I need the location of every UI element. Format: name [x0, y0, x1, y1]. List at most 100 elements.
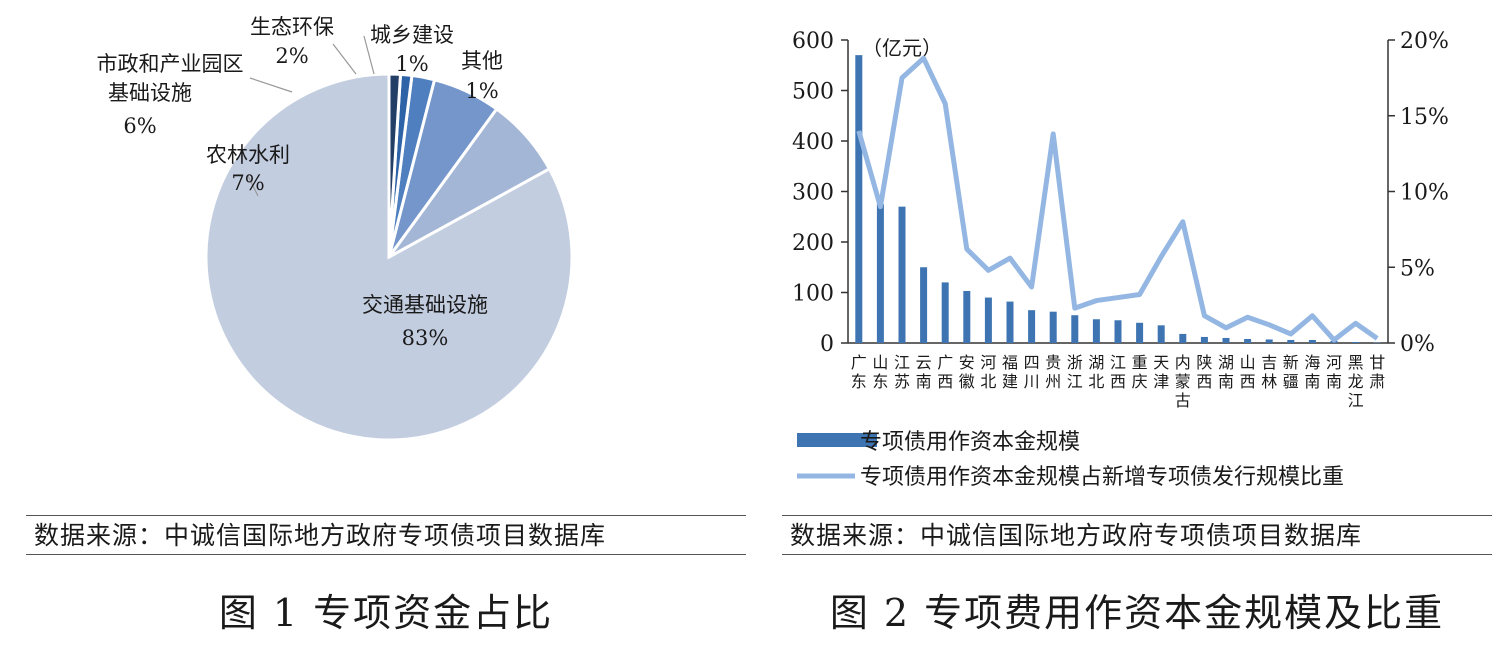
pie-pct-label: 1% — [395, 52, 428, 76]
bar — [941, 282, 949, 343]
bar — [1136, 322, 1144, 343]
category-label: 疆 — [1283, 372, 1299, 391]
category-label: 河 — [1326, 353, 1342, 372]
bar — [1308, 339, 1316, 343]
category-label: 云 — [916, 353, 932, 372]
pie-label: 基础设施 — [108, 81, 192, 105]
category-label: 北 — [1088, 372, 1104, 391]
category-label: 广 — [937, 353, 953, 372]
category-label: 肃 — [1369, 372, 1385, 391]
pie-pct-label: 7% — [231, 171, 264, 195]
bar — [1179, 333, 1187, 343]
category-label: 贵 — [1045, 353, 1061, 372]
bar — [1049, 311, 1057, 343]
category-label: 甘 — [1369, 353, 1385, 372]
pie-label: 市政和产业园区 — [97, 52, 244, 76]
category-label: 江 — [1348, 391, 1364, 410]
figure2-panel: 0 100 200 300 400 500 600 0% 5% 10% 15% 20% （亿元）广东山东… — [760, 0, 1500, 647]
category-label: 东 — [872, 372, 888, 391]
leader-line — [363, 35, 375, 75]
category-label: 苏 — [894, 372, 910, 391]
bar — [1352, 341, 1360, 343]
bar — [1114, 320, 1122, 343]
bar — [984, 297, 992, 343]
bar — [1200, 336, 1208, 343]
pie-pct-label: 1% — [465, 79, 498, 103]
right-tick-label: 20% — [1400, 29, 1449, 54]
category-label: 安 — [959, 353, 975, 372]
bar — [963, 290, 971, 343]
leader-line — [332, 43, 357, 75]
pie-pct-label: 83% — [402, 326, 449, 350]
pie-label: 生态环保 — [250, 15, 334, 39]
category-label: 建 — [1002, 372, 1018, 391]
category-label: 南 — [1304, 372, 1320, 391]
left-tick-label: 0 — [820, 332, 834, 357]
bar — [1287, 339, 1295, 343]
figure2-source: 数据来源：中诚信国际地方政府专项债项目数据库 — [782, 515, 1492, 555]
leader-line — [249, 77, 293, 93]
left-tick-label: 600 — [792, 29, 834, 54]
category-label: 吉 — [1261, 353, 1277, 372]
category-label: 广 — [851, 353, 867, 372]
ratio-line — [856, 55, 1379, 343]
category-label: 津 — [1153, 372, 1169, 391]
bar — [1006, 301, 1014, 343]
pie-label: 农林水利 — [206, 143, 290, 167]
category-label: 江 — [1067, 372, 1083, 391]
leader-line — [247, 175, 259, 197]
figure1-source: 数据来源：中诚信国际地方政府专项债项目数据库 — [26, 515, 746, 555]
pie-pct-label: 6% — [123, 114, 156, 138]
bar — [1244, 338, 1252, 343]
category-label: 徽 — [959, 372, 975, 391]
left-tick-label: 300 — [792, 181, 834, 206]
pie-label: 交通基础设施 — [362, 293, 488, 317]
pie-pct-label: 2% — [275, 44, 308, 68]
category-label: 天 — [1153, 353, 1169, 372]
unit-label: （亿元） — [862, 36, 942, 60]
category-label: 龙 — [1348, 372, 1364, 391]
bar — [1028, 310, 1036, 343]
pie-label: 城乡建设 — [370, 23, 454, 47]
category-label: 江 — [894, 353, 910, 372]
category-label: 南 — [916, 372, 932, 391]
pie-label: 其他 — [461, 49, 503, 73]
category-label: 江 — [1110, 353, 1126, 372]
right-tick-label: 5% — [1400, 256, 1435, 281]
left-tick-label: 500 — [792, 80, 834, 105]
category-label: 南 — [1218, 372, 1234, 391]
category-label: 北 — [980, 372, 996, 391]
bar — [1157, 325, 1165, 343]
bar — [1222, 337, 1230, 343]
category-label: 重 — [1132, 353, 1148, 372]
category-label: 山 — [872, 353, 888, 372]
bar-line-chart: 01002003004005006000%5%10%15%20%（亿元）广东山东… — [792, 29, 1449, 490]
bar — [876, 204, 884, 343]
left-tick-label: 100 — [792, 282, 834, 307]
bar — [855, 55, 863, 344]
category-label: 陕 — [1196, 353, 1212, 372]
category-label: 四 — [1024, 353, 1040, 372]
left-tick-label: 200 — [792, 231, 834, 256]
category-label: 湖 — [1088, 353, 1104, 372]
pie-slice — [387, 72, 403, 258]
bar — [898, 206, 906, 343]
figure2-caption: 图 2 专项费用作资本金规模及比重 — [829, 591, 1445, 635]
right-tick-label: 0% — [1400, 332, 1435, 357]
legend-bar-swatch — [797, 433, 877, 447]
bar — [920, 267, 928, 343]
bar — [1265, 339, 1273, 343]
bar — [1092, 319, 1100, 343]
figure1-caption: 图 1 专项资金占比 — [218, 591, 554, 635]
category-label: 西 — [937, 372, 953, 391]
bar — [1071, 315, 1079, 343]
category-label: 湖 — [1218, 353, 1234, 372]
category-label: 南 — [1326, 372, 1342, 391]
category-label: 山 — [1240, 353, 1256, 372]
legend-bar-label: 专项债用作资本金规模 — [860, 430, 1080, 455]
category-label: 海 — [1304, 353, 1320, 372]
right-tick-label: 15% — [1400, 105, 1449, 130]
category-label: 林 — [1261, 372, 1277, 391]
figure1-panel: 交通基础设施 83% 农林水利 7% 市政和产业园区基础设施 6% 生态环保 2% 城乡建设 1%… — [26, 15, 746, 635]
category-label: 古 — [1175, 391, 1191, 410]
